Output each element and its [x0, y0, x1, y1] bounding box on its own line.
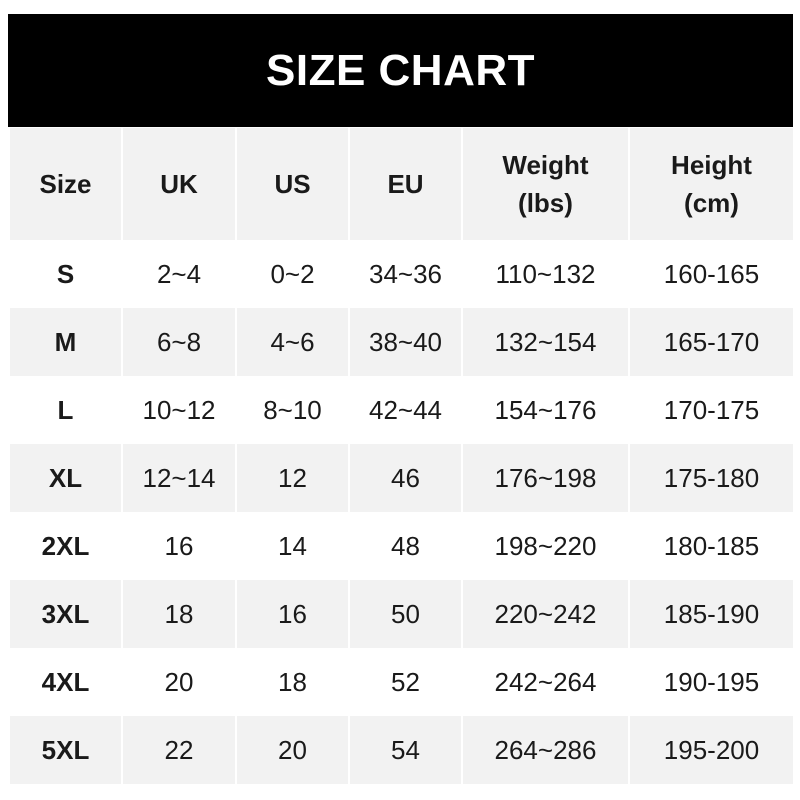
table-cell: 132~154	[461, 308, 630, 376]
table-row: L 10~12 8~10 42~44 154~176 170-175	[8, 376, 795, 444]
size-label: L	[8, 376, 123, 444]
table-cell: 8~10	[235, 376, 350, 444]
table-cell: 176~198	[461, 444, 630, 512]
size-label: 3XL	[8, 580, 123, 648]
table-cell: 22	[121, 716, 237, 784]
size-label: 5XL	[8, 716, 123, 784]
table-cell: 12	[235, 444, 350, 512]
size-label: XL	[8, 444, 123, 512]
size-label: M	[8, 308, 123, 376]
table-cell: 2~4	[121, 240, 237, 308]
table-cell: 52	[348, 648, 463, 716]
table-cell: 185-190	[628, 580, 795, 648]
table-cell: 242~264	[461, 648, 630, 716]
table-cell: 110~132	[461, 240, 630, 308]
table-cell: 14	[235, 512, 350, 580]
column-header-text: UK	[160, 169, 198, 199]
table-cell: 48	[348, 512, 463, 580]
table-cell: 0~2	[235, 240, 350, 308]
size-label: S	[8, 240, 123, 308]
table-cell: 4~6	[235, 308, 350, 376]
table-cell: 12~14	[121, 444, 237, 512]
chart-title: SIZE CHART	[8, 14, 793, 127]
table-row: 4XL 20 18 52 242~264 190-195	[8, 648, 795, 716]
table-cell: 154~176	[461, 376, 630, 444]
column-header-text: (cm)	[684, 188, 739, 218]
column-header: EU	[348, 128, 463, 240]
table-cell: 34~36	[348, 240, 463, 308]
column-header-text: Height	[671, 150, 752, 180]
table-cell: 220~242	[461, 580, 630, 648]
table-cell: 46	[348, 444, 463, 512]
table-cell: 198~220	[461, 512, 630, 580]
size-label: 2XL	[8, 512, 123, 580]
table-row: 2XL 16 14 48 198~220 180-185	[8, 512, 795, 580]
column-header-text: Size	[39, 169, 92, 199]
table-cell: 165-170	[628, 308, 795, 376]
column-header-text: US	[274, 169, 311, 199]
table-cell: 18	[121, 580, 237, 648]
column-header-text: Weight	[502, 150, 589, 180]
table-cell: 42~44	[348, 376, 463, 444]
table-cell: 16	[235, 580, 350, 648]
table-cell: 50	[348, 580, 463, 648]
table-cell: 190-195	[628, 648, 795, 716]
table-cell: 180-185	[628, 512, 795, 580]
column-header-text: EU	[387, 169, 424, 199]
table-cell: 160-165	[628, 240, 795, 308]
table-row: 5XL 22 20 54 264~286 195-200	[8, 716, 795, 784]
column-header-text: (lbs)	[518, 188, 573, 218]
column-header: Weight (lbs)	[461, 128, 630, 240]
table-row: XL 12~14 12 46 176~198 175-180	[8, 444, 795, 512]
table-cell: 18	[235, 648, 350, 716]
table-cell: 38~40	[348, 308, 463, 376]
table-cell: 10~12	[121, 376, 237, 444]
table-cell: 170-175	[628, 376, 795, 444]
table-row: S 2~4 0~2 34~36 110~132 160-165	[8, 240, 795, 308]
table-cell: 6~8	[121, 308, 237, 376]
table-cell: 264~286	[461, 716, 630, 784]
size-label: 4XL	[8, 648, 123, 716]
table-row: M 6~8 4~6 38~40 132~154 165-170	[8, 308, 795, 376]
column-header: Size	[8, 128, 123, 240]
column-header: UK	[121, 128, 237, 240]
header-row: Size UK US EU Weight (lbs) Height (cm)	[8, 128, 795, 240]
table-cell: 54	[348, 716, 463, 784]
table-cell: 20	[235, 716, 350, 784]
table-row: 3XL 18 16 50 220~242 185-190	[8, 580, 795, 648]
table-cell: 195-200	[628, 716, 795, 784]
column-header: US	[235, 128, 350, 240]
table-cell: 20	[121, 648, 237, 716]
table-cell: 175-180	[628, 444, 795, 512]
column-header: Height (cm)	[628, 128, 795, 240]
table-cell: 16	[121, 512, 237, 580]
size-table: Size UK US EU Weight (lbs) Height (cm) S 2~4 0~2 3…	[8, 128, 795, 784]
